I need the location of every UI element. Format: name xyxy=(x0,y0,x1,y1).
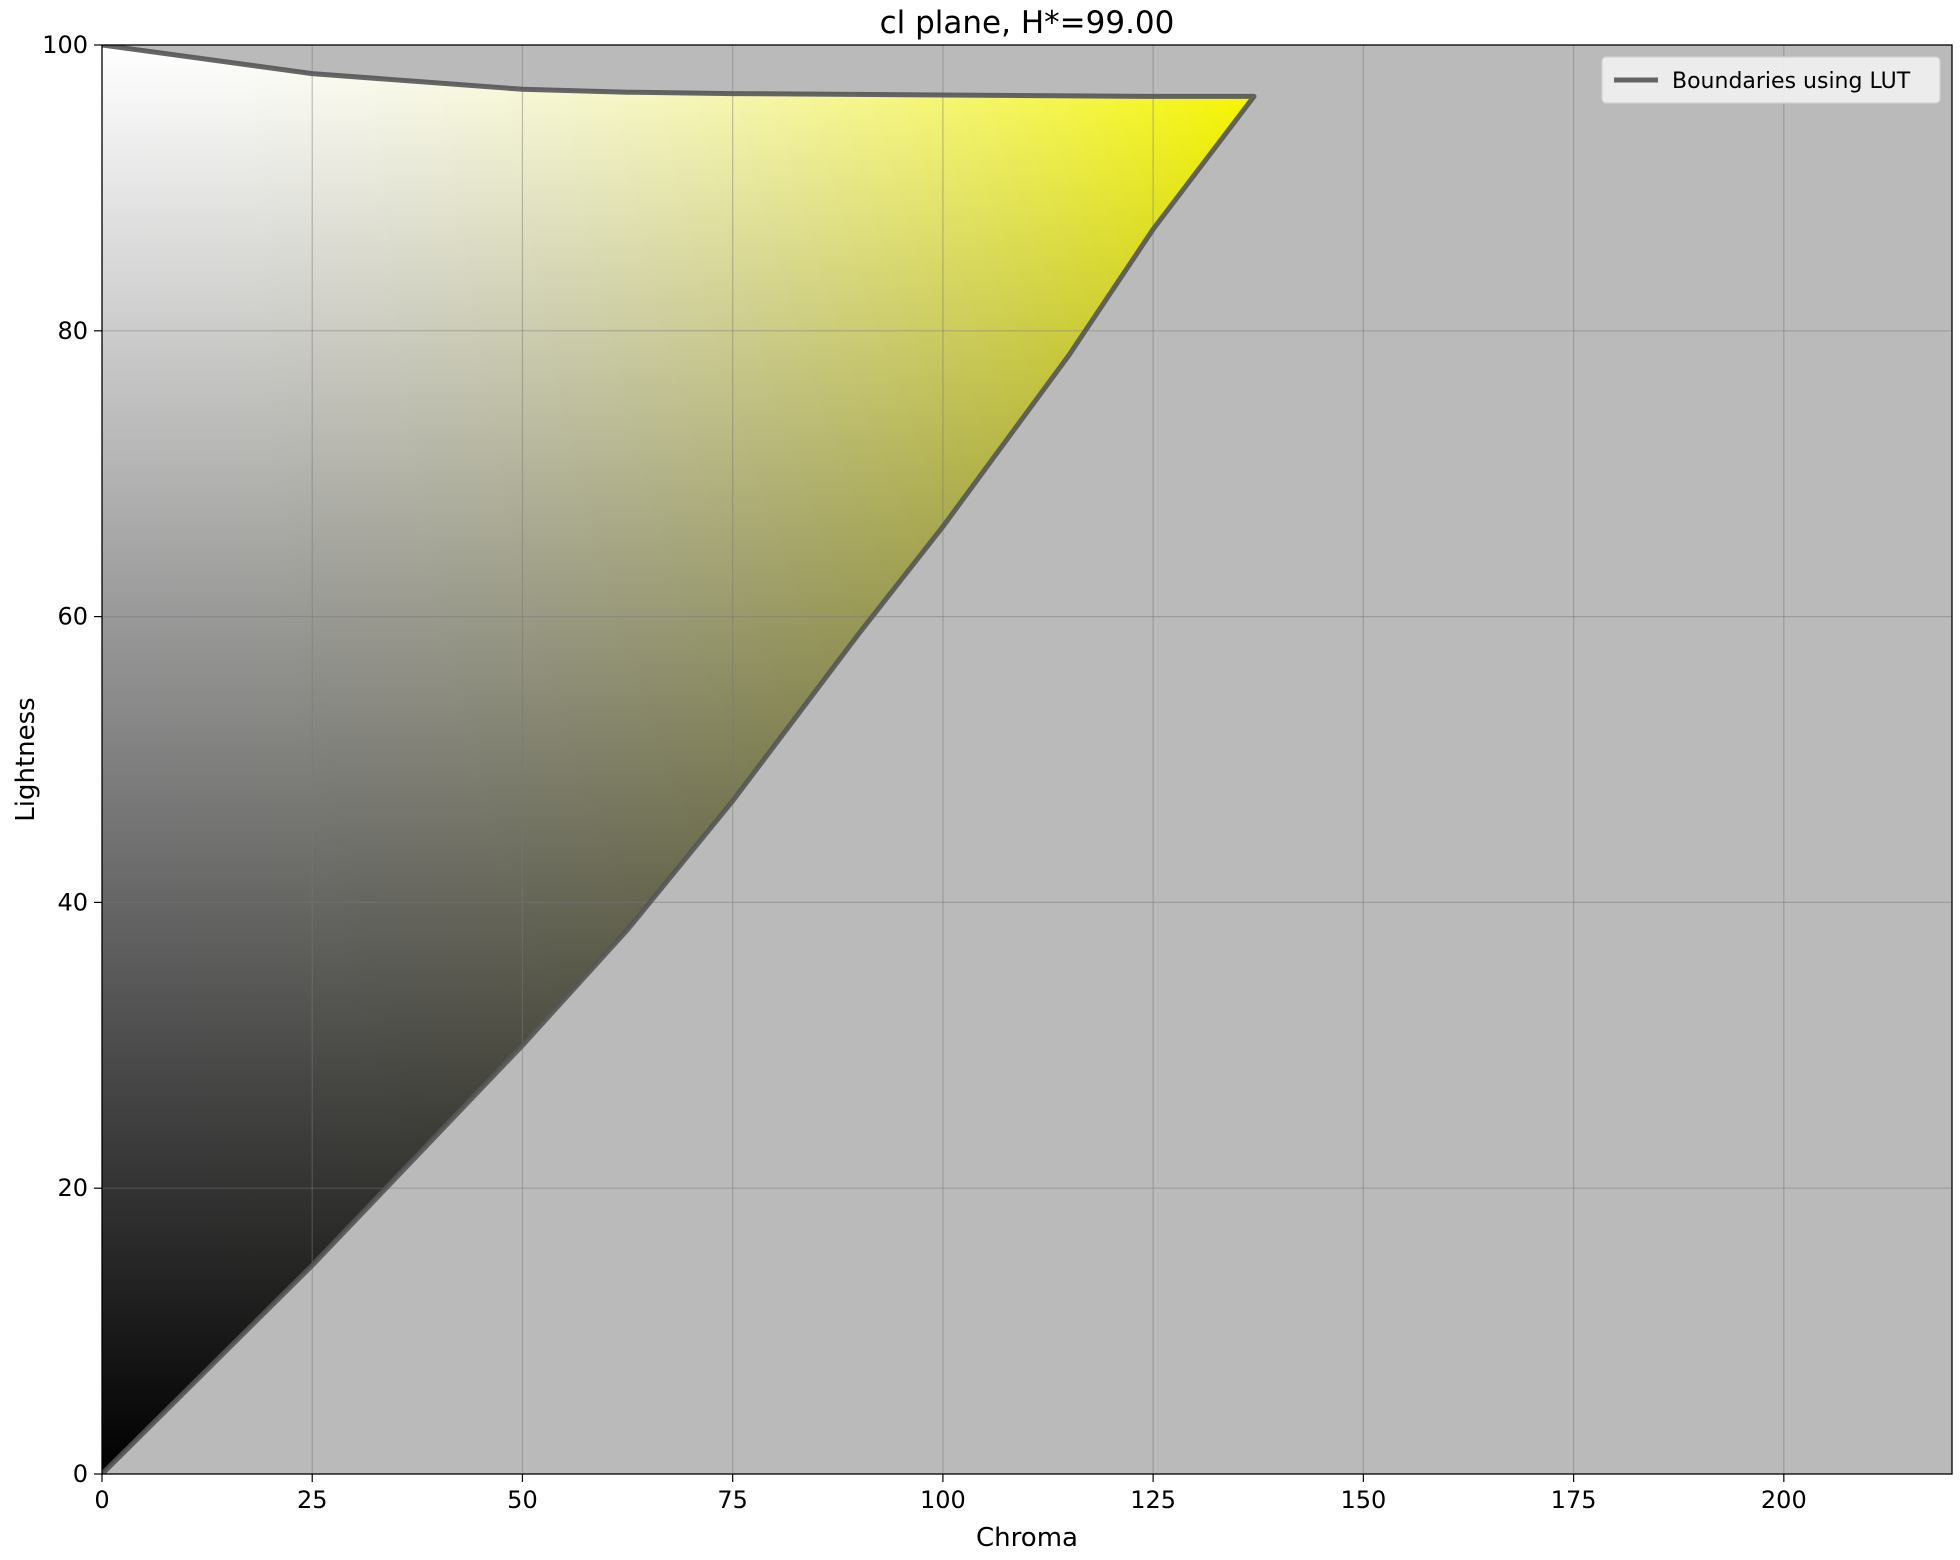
x-tick-label: 25 xyxy=(297,1486,328,1514)
x-tick-label: 150 xyxy=(1340,1486,1386,1514)
x-tick-label: 125 xyxy=(1130,1486,1176,1514)
x-tick-label: 0 xyxy=(94,1486,109,1514)
grid-lines xyxy=(102,45,1952,1474)
x-axis: 0 25 50 75 100 125 150 175 200 xyxy=(94,1474,1807,1514)
x-tick-label: 200 xyxy=(1761,1486,1807,1514)
legend-entry: Boundaries using LUT xyxy=(1672,69,1911,94)
x-axis-label: Chroma xyxy=(976,1523,1078,1553)
x-tick-label: 50 xyxy=(507,1486,538,1514)
y-axis: 0 20 40 60 80 100 xyxy=(42,31,102,1488)
x-tick-label: 175 xyxy=(1551,1486,1597,1514)
y-tick-label: 60 xyxy=(57,603,88,631)
plot-frame xyxy=(101,44,1953,1475)
x-tick-label: 75 xyxy=(717,1486,748,1514)
y-tick-label: 80 xyxy=(57,317,88,345)
y-tick-label: 20 xyxy=(57,1174,88,1202)
x-tick-label: 100 xyxy=(920,1486,966,1514)
chart-title: cl plane, H*=99.00 xyxy=(880,5,1175,41)
legend: Boundaries using LUT xyxy=(1601,56,1941,104)
y-tick-label: 0 xyxy=(73,1460,88,1488)
boundary-line xyxy=(102,45,1257,1474)
y-axis-label: Lightness xyxy=(11,697,41,821)
y-tick-label: 100 xyxy=(42,31,88,59)
y-tick-label: 40 xyxy=(57,888,88,916)
